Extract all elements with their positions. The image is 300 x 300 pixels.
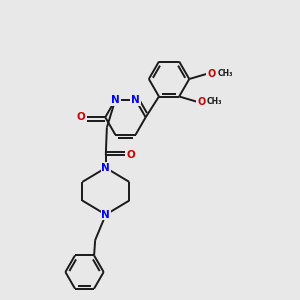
- Text: CH₃: CH₃: [217, 69, 232, 78]
- Text: N: N: [101, 163, 110, 173]
- Text: O: O: [197, 97, 205, 107]
- Text: N: N: [111, 95, 120, 105]
- Text: O: O: [77, 112, 86, 122]
- Text: O: O: [207, 69, 215, 79]
- Text: N: N: [131, 95, 140, 105]
- Text: O: O: [126, 150, 135, 160]
- Text: CH₃: CH₃: [207, 97, 223, 106]
- Text: N: N: [101, 210, 110, 220]
